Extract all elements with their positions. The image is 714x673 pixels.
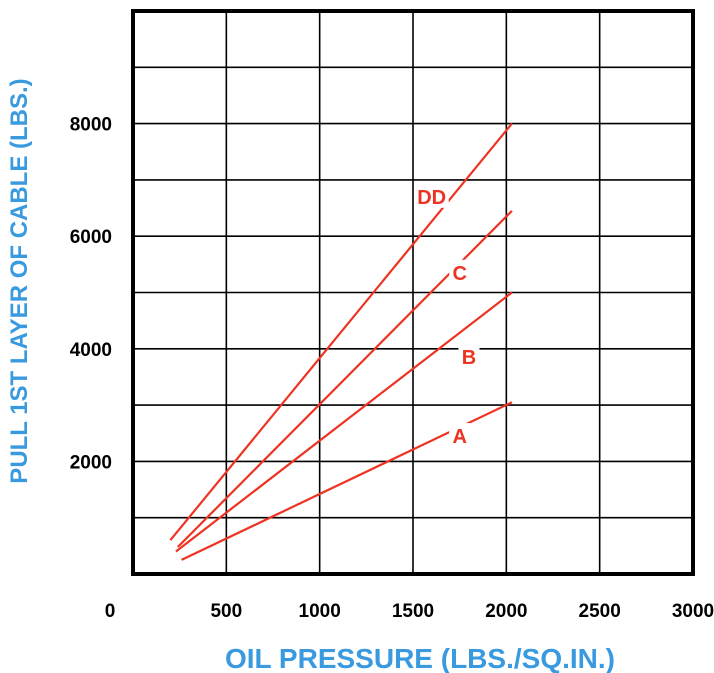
y-tick-label: 8000 bbox=[70, 115, 112, 136]
series-labels: DD C B A bbox=[414, 183, 480, 448]
y-axis-title: PULL 1ST LAYER OF CABLE (LBS.) bbox=[6, 78, 33, 483]
y-tick-labels: 2000 4000 6000 8000 bbox=[70, 115, 112, 474]
x-tick-label: 1000 bbox=[299, 601, 341, 622]
y-tick-label: 6000 bbox=[70, 227, 112, 248]
series-label-c: C bbox=[452, 263, 466, 285]
series-label-bg bbox=[414, 183, 449, 208]
plot-frame bbox=[131, 9, 695, 576]
x-tick-labels: 0 500 1000 1500 2000 2500 3000 bbox=[105, 601, 714, 622]
grid bbox=[133, 11, 693, 574]
series-lines bbox=[169, 122, 513, 561]
series-label-bg bbox=[458, 344, 480, 369]
x-tick-label: 500 bbox=[210, 601, 242, 622]
series-label-bg bbox=[449, 423, 471, 448]
series-line-b bbox=[175, 291, 513, 553]
series-label-a: A bbox=[452, 426, 466, 448]
y-tick-label: 2000 bbox=[70, 452, 112, 473]
series-label-b: B bbox=[462, 347, 476, 369]
x-axis-title: OIL PRESSURE (LBS./SQ.IN.) bbox=[225, 643, 615, 673]
x-tick-label: 2500 bbox=[579, 601, 621, 622]
x-tick-label: 1500 bbox=[392, 601, 434, 622]
series-label-bg bbox=[449, 259, 471, 284]
y-tick-label: 4000 bbox=[70, 340, 112, 361]
x-tick-label: 2000 bbox=[485, 601, 527, 622]
x-tick-label: 0 bbox=[105, 601, 116, 622]
series-line-dd bbox=[169, 122, 513, 541]
series-label-dd: DD bbox=[417, 187, 446, 209]
x-tick-label: 3000 bbox=[672, 601, 714, 622]
